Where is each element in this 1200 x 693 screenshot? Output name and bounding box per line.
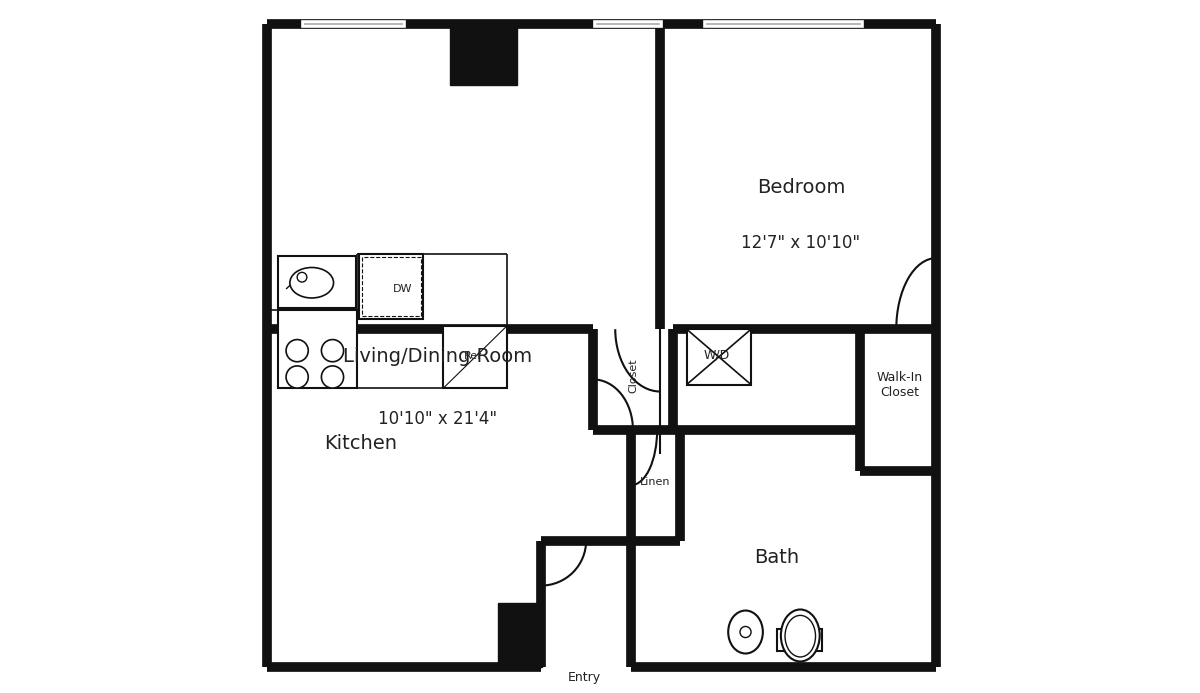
Bar (450, 28, 517, 85)
Ellipse shape (781, 610, 820, 661)
Circle shape (298, 272, 307, 282)
Bar (778, 629, 822, 651)
Text: Kitchen: Kitchen (324, 434, 397, 453)
Circle shape (286, 366, 308, 388)
Bar (278, 256, 356, 308)
Bar (686, 329, 751, 385)
Circle shape (322, 340, 343, 362)
Ellipse shape (728, 611, 763, 653)
Circle shape (740, 626, 751, 638)
Bar (278, 310, 356, 388)
Bar (498, 603, 541, 667)
Ellipse shape (290, 267, 334, 298)
Circle shape (322, 366, 343, 388)
Text: W/D: W/D (703, 349, 730, 361)
Bar (443, 326, 508, 388)
Text: Linen: Linen (640, 477, 671, 486)
Text: Walk-In
Closet: Walk-In Closet (876, 371, 923, 398)
Text: Living/Dining Room: Living/Dining Room (342, 347, 532, 367)
Circle shape (286, 340, 308, 362)
Text: Bedroom: Bedroom (757, 177, 845, 197)
Text: Closet: Closet (629, 358, 638, 393)
Text: 12'7" x 10'10": 12'7" x 10'10" (742, 234, 860, 252)
Ellipse shape (785, 615, 816, 657)
Text: DW: DW (392, 284, 413, 294)
Text: 10'10" x 21'4": 10'10" x 21'4" (378, 410, 497, 428)
Text: Ref: Ref (463, 351, 481, 361)
Text: Entry: Entry (568, 672, 601, 684)
Text: Bath: Bath (754, 548, 799, 568)
Bar (359, 254, 424, 319)
